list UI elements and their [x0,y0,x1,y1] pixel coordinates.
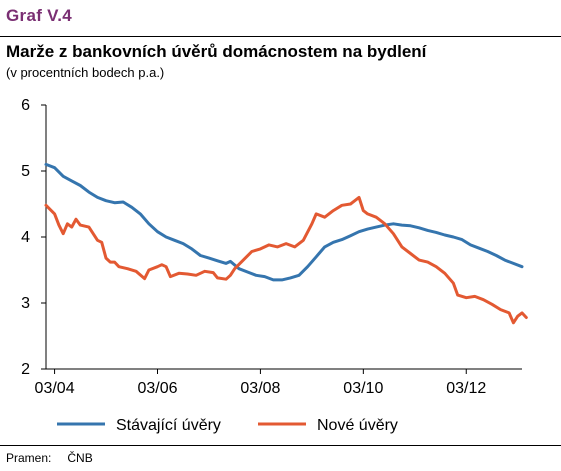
legend-label-nove: Nové úvěry [317,417,398,434]
chart-title: Marže z bankovních úvěrů domácnostem na … [6,42,427,61]
bottom-rule [0,445,561,446]
x-tick-label: 03/12 [446,380,486,397]
y-tick-label: 4 [21,229,30,246]
y-tick-label: 6 [21,97,30,114]
source-note: Pramen: ČNB [6,451,109,465]
figure-label: Graf V.4 [6,6,73,25]
source-value: ČNB [67,451,93,465]
chart-subtitle: (v procentních bodech p.a.) [6,65,165,80]
x-tick-label: 03/06 [137,380,177,397]
y-tick-label: 3 [21,295,30,312]
x-tick-label: 03/10 [343,380,383,397]
x-tick-label: 03/04 [35,380,75,397]
top-rule [0,36,561,37]
series-line-nove [44,195,528,325]
y-tick-label: 5 [21,163,30,180]
series-line-stavajici [44,162,524,282]
y-tick-label: 2 [21,361,30,378]
source-label: Pramen: [6,451,52,465]
line-chart: 2 3 4 5 6 03/04 03/06 03/08 03/10 03/12 Stávající … [21,97,528,434]
legend-label-stavajici: Stávající úvěry [116,417,221,434]
x-tick-label: 03/08 [240,380,280,397]
